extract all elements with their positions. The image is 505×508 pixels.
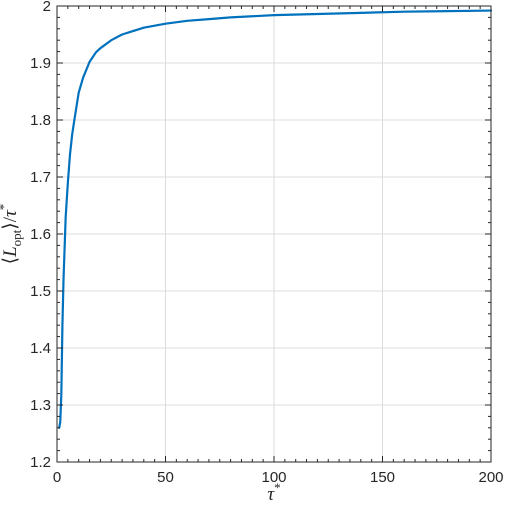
x-axis-label-sup: * <box>274 480 281 495</box>
x-tick-label: 100 <box>261 469 286 486</box>
y-tick-label: 1.2 <box>30 454 51 471</box>
y-axis-label-var2: τ <box>0 209 21 217</box>
y-tick-label: 1.3 <box>30 397 51 414</box>
ticks <box>56 5 492 463</box>
x-tick-label: 0 <box>53 469 61 486</box>
y-axis-label-sub: opt <box>9 229 24 246</box>
y-axis-label-var: L <box>0 246 21 258</box>
x-tick-label: 150 <box>370 469 395 486</box>
x-axis-label: τ* <box>267 480 280 505</box>
y-tick-label: 2 <box>43 0 51 15</box>
x-tick-labels: 0 50 100 150 200 <box>53 469 504 486</box>
y-tick-label: 1.5 <box>30 283 51 300</box>
grid <box>57 6 491 462</box>
y-tick-label: 1.7 <box>30 169 51 186</box>
y-axis-label-close: ⟩/ <box>0 216 21 229</box>
y-tick-label: 1.9 <box>30 55 51 72</box>
x-tick-label: 50 <box>157 469 174 486</box>
y-tick-labels: 1.2 1.3 1.4 1.5 1.6 1.7 1.8 1.9 2 <box>30 0 51 471</box>
y-axis-label-open: ⟨ <box>0 257 21 264</box>
y-tick-label: 1.6 <box>30 226 51 243</box>
y-tick-label: 1.4 <box>30 340 51 357</box>
y-axis-label: ⟨Lopt⟩/τ* <box>0 204 24 265</box>
series-line <box>58 9 493 429</box>
series-layer <box>58 9 493 429</box>
x-tick-label: 200 <box>478 469 503 486</box>
y-tick-label: 1.8 <box>30 112 51 129</box>
x-axis-label-var: τ <box>267 484 275 505</box>
y-axis-label-sup: * <box>0 204 11 211</box>
